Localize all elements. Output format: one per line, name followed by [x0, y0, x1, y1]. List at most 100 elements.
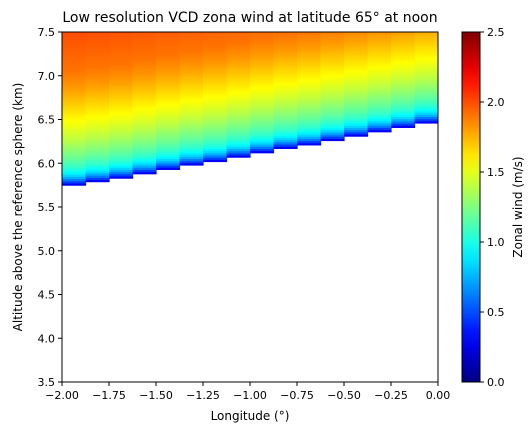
- heatmap-cell: [62, 158, 87, 162]
- heatmap-cell: [62, 69, 87, 72]
- heatmap-cell: [226, 80, 251, 84]
- heatmap-cell: [132, 75, 157, 79]
- heatmap-cell: [203, 82, 228, 86]
- heatmap-cell: [203, 109, 228, 112]
- heatmap-cell: [179, 81, 204, 85]
- heatmap-cell: [414, 103, 438, 107]
- y-tick-label: 6.5: [38, 114, 56, 127]
- heatmap-cell: [344, 59, 369, 63]
- heatmap-cell: [179, 92, 204, 96]
- heatmap-cell: [367, 107, 392, 111]
- heatmap-cell: [367, 32, 392, 34]
- heatmap-cell: [109, 132, 134, 135]
- heatmap-cell: [226, 106, 251, 110]
- heatmap-cell: [203, 84, 228, 88]
- heatmap-cell: [226, 111, 251, 114]
- heatmap-cell: [132, 79, 157, 83]
- heatmap-cell: [414, 32, 438, 34]
- heatmap-cell: [273, 133, 298, 136]
- heatmap-cell: [226, 52, 251, 55]
- y-tick-label: 7.0: [38, 70, 56, 83]
- heatmap-cell: [391, 81, 416, 85]
- heatmap-cell: [414, 90, 438, 93]
- heatmap-cell: [132, 147, 157, 151]
- heatmap-cell: [179, 127, 204, 131]
- x-tick-label: −2.00: [45, 389, 79, 402]
- heatmap-cell: [320, 116, 345, 120]
- heatmap-cell: [250, 58, 275, 62]
- heatmap-cell: [297, 109, 322, 113]
- heatmap-cell: [85, 126, 110, 130]
- y-tick-label: 5.5: [38, 201, 56, 214]
- heatmap-cell: [250, 47, 275, 51]
- heatmap-cell: [273, 135, 298, 139]
- heatmap-cell: [62, 150, 87, 153]
- heatmap-cell: [109, 138, 134, 142]
- heatmap-cell: [62, 134, 87, 138]
- heatmap-cell: [85, 98, 110, 102]
- heatmap-cell: [226, 41, 251, 44]
- heatmap-cell: [109, 55, 134, 59]
- heatmap-cell: [132, 81, 157, 85]
- heatmap-cell: [226, 93, 251, 97]
- heatmap-cell: [179, 86, 204, 90]
- heatmap-cell: [226, 124, 251, 128]
- heatmap-cell: [226, 148, 251, 152]
- heatmap-cell: [320, 33, 345, 37]
- heatmap-cell: [297, 83, 322, 87]
- heatmap-cell: [85, 59, 110, 62]
- heatmap-cell: [132, 145, 157, 149]
- heatmap-cell: [156, 149, 181, 153]
- heatmap-cell: [297, 48, 322, 52]
- heatmap-cell: [320, 57, 345, 61]
- heatmap-cell: [273, 60, 298, 64]
- heatmap-cell: [344, 83, 369, 87]
- heatmap-cell: [62, 88, 87, 92]
- heatmap-cell: [156, 75, 181, 79]
- heatmap-cell: [273, 115, 298, 119]
- heatmap-cell: [62, 45, 87, 48]
- heatmap-cell: [179, 46, 204, 50]
- heatmap-cell: [179, 62, 204, 65]
- heatmap-cell: [297, 37, 322, 41]
- heatmap-cell: [132, 44, 157, 48]
- heatmap-cell: [367, 120, 392, 124]
- heatmap-cell: [62, 93, 87, 97]
- heatmap-cell: [132, 130, 157, 133]
- heatmap-cell: [320, 55, 345, 58]
- heatmap-cell: [226, 87, 251, 90]
- heatmap-cell: [414, 48, 438, 52]
- heatmap-cell: [62, 99, 87, 103]
- heatmap-cell: [156, 64, 181, 68]
- heatmap-cell: [344, 129, 369, 133]
- heatmap-cell: [179, 75, 204, 79]
- heatmap-cell: [156, 40, 181, 44]
- heatmap-cell: [132, 60, 157, 63]
- heatmap-cell: [273, 43, 298, 47]
- heatmap-cell: [203, 32, 228, 34]
- heatmap-cell: [344, 32, 369, 34]
- heatmap-cell: [132, 62, 157, 65]
- heatmap-cell: [344, 39, 369, 43]
- heatmap-cell: [297, 50, 322, 54]
- heatmap-cell: [85, 129, 110, 132]
- heatmap-cell: [62, 172, 87, 175]
- heatmap-cell: [250, 80, 275, 84]
- heatmap-cell: [62, 147, 87, 151]
- y-tick-label: 4.5: [38, 289, 56, 302]
- heatmap-cell: [367, 46, 392, 50]
- heatmap-cell: [226, 74, 251, 77]
- heatmap-cell: [85, 54, 110, 58]
- heatmap-cell: [132, 167, 157, 170]
- heatmap-cell: [250, 74, 275, 77]
- heatmap-cell: [273, 67, 298, 71]
- heatmap-cell: [109, 127, 134, 131]
- heatmap-cells: [62, 32, 438, 186]
- heatmap-cell: [85, 48, 110, 51]
- heatmap-cell: [132, 97, 157, 100]
- heatmap-cell: [109, 108, 134, 111]
- heatmap-cell: [297, 101, 322, 104]
- heatmap-cell: [250, 104, 275, 108]
- heatmap-cell: [297, 90, 322, 93]
- heatmap-cell: [273, 49, 298, 53]
